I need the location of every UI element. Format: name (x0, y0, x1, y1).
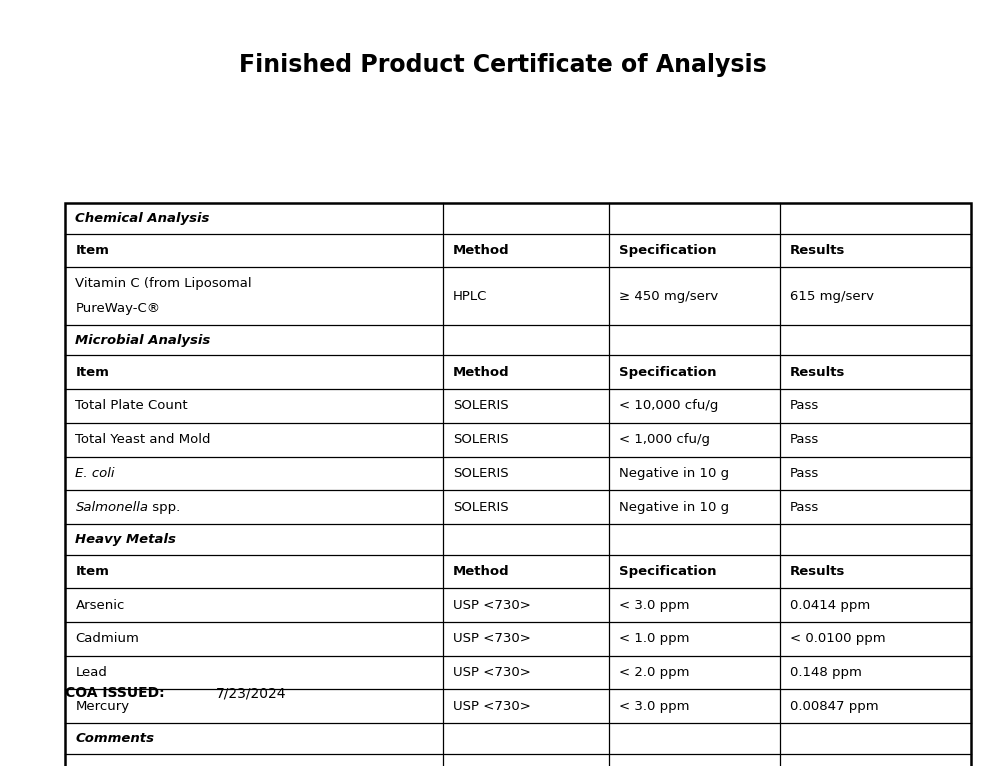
Text: Negative in 10 g: Negative in 10 g (619, 467, 728, 480)
Text: COA ISSUED:: COA ISSUED: (65, 686, 165, 700)
Text: Method: Method (453, 244, 509, 257)
Text: Arsenic: Arsenic (75, 599, 125, 611)
Text: Pass: Pass (790, 400, 819, 412)
Bar (65, 203, 971, 766)
Text: Pass: Pass (790, 501, 819, 513)
Text: 0.0414 ppm: 0.0414 ppm (790, 599, 870, 611)
Text: Pass: Pass (790, 467, 819, 480)
Text: Specification: Specification (619, 244, 716, 257)
Text: Specification: Specification (619, 565, 716, 578)
Text: Negative in 10 g: Negative in 10 g (619, 501, 728, 513)
Text: Item: Item (75, 565, 110, 578)
Text: E. coli: E. coli (75, 467, 115, 480)
Text: spp.: spp. (149, 501, 181, 513)
Text: SOLERIS: SOLERIS (453, 501, 508, 513)
Text: < 3.0 ppm: < 3.0 ppm (619, 599, 689, 611)
Text: Mercury: Mercury (75, 700, 130, 712)
Text: Chemical Analysis: Chemical Analysis (75, 212, 210, 224)
Text: SOLERIS: SOLERIS (453, 434, 508, 446)
Text: Vitamin C (from Liposomal: Vitamin C (from Liposomal (75, 277, 253, 290)
Text: PureWay-C®: PureWay-C® (75, 303, 161, 315)
Text: HPLC: HPLC (453, 290, 487, 303)
Text: Item: Item (75, 244, 110, 257)
Text: Method: Method (453, 366, 509, 378)
Text: 615 mg/serv: 615 mg/serv (790, 290, 873, 303)
Text: ≥ 450 mg/serv: ≥ 450 mg/serv (619, 290, 718, 303)
Text: SOLERIS: SOLERIS (453, 467, 508, 480)
Text: Heavy Metals: Heavy Metals (75, 533, 176, 545)
Text: Total Plate Count: Total Plate Count (75, 400, 188, 412)
Text: 7/23/2024: 7/23/2024 (216, 686, 287, 700)
Text: < 0.0100 ppm: < 0.0100 ppm (790, 633, 885, 645)
Text: Microbial Analysis: Microbial Analysis (75, 334, 210, 346)
Text: Finished Product Certificate of Analysis: Finished Product Certificate of Analysis (239, 53, 767, 77)
Text: USP <730>: USP <730> (453, 666, 530, 679)
Text: < 10,000 cfu/g: < 10,000 cfu/g (619, 400, 718, 412)
Text: Cadmium: Cadmium (75, 633, 139, 645)
Text: SOLERIS: SOLERIS (453, 400, 508, 412)
Text: Pass: Pass (790, 434, 819, 446)
Text: Total Yeast and Mold: Total Yeast and Mold (75, 434, 211, 446)
Text: 0.148 ppm: 0.148 ppm (790, 666, 861, 679)
Text: Results: Results (790, 244, 845, 257)
Text: Results: Results (790, 565, 845, 578)
Text: < 2.0 ppm: < 2.0 ppm (619, 666, 689, 679)
Text: Specification: Specification (619, 366, 716, 378)
Text: 0.00847 ppm: 0.00847 ppm (790, 700, 878, 712)
Text: Item: Item (75, 366, 110, 378)
Text: Comments: Comments (75, 732, 155, 745)
Text: < 1.0 ppm: < 1.0 ppm (619, 633, 689, 645)
Text: < 3.0 ppm: < 3.0 ppm (619, 700, 689, 712)
Text: USP <730>: USP <730> (453, 700, 530, 712)
Text: Results: Results (790, 366, 845, 378)
Text: Method: Method (453, 565, 509, 578)
Text: Lead: Lead (75, 666, 108, 679)
Text: USP <730>: USP <730> (453, 599, 530, 611)
Text: N/A: N/A (75, 764, 99, 766)
Text: < 1,000 cfu/g: < 1,000 cfu/g (619, 434, 709, 446)
Text: Salmonella: Salmonella (75, 501, 149, 513)
Text: USP <730>: USP <730> (453, 633, 530, 645)
